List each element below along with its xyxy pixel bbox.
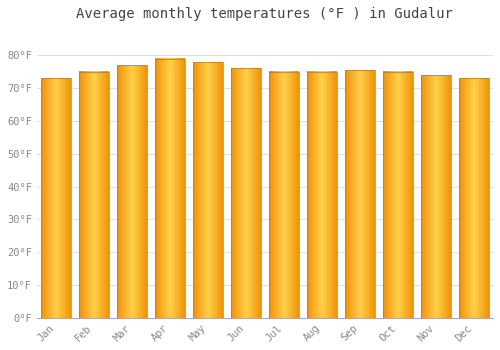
Bar (459, 78, 489, 318)
Bar (383, 72, 413, 318)
Bar (231, 69, 260, 318)
Bar (79, 72, 108, 318)
Bar (155, 58, 184, 318)
Bar (41, 78, 70, 318)
Bar (193, 62, 222, 318)
Bar (421, 75, 451, 318)
Bar (345, 70, 375, 318)
Title: Average monthly temperatures (°F ) in Gudalur: Average monthly temperatures (°F ) in Gu… (76, 7, 454, 21)
Bar (269, 72, 299, 318)
Bar (117, 65, 146, 318)
Bar (307, 72, 337, 318)
